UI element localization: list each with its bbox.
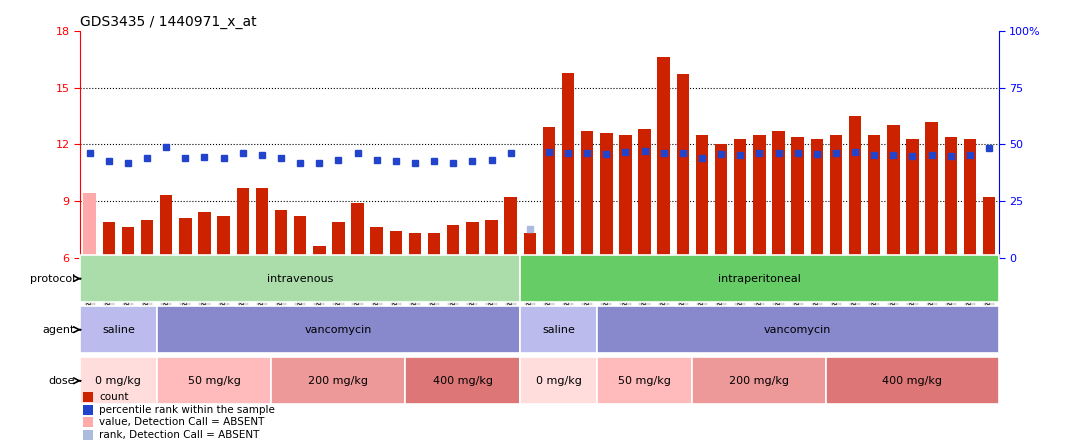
Bar (543, 127, 555, 258)
Bar (581, 131, 594, 258)
Bar (983, 197, 995, 258)
Bar (849, 116, 861, 258)
Text: vancomycin: vancomycin (764, 325, 831, 335)
Bar (714, 144, 727, 258)
Text: intraperitoneal: intraperitoneal (718, 274, 801, 284)
Bar (791, 137, 804, 258)
Bar (236, 188, 249, 258)
Bar (944, 137, 957, 258)
Bar (734, 139, 747, 258)
Bar (485, 220, 498, 258)
Bar (294, 216, 307, 258)
Bar (695, 135, 708, 258)
Bar (313, 246, 326, 258)
FancyBboxPatch shape (406, 357, 520, 404)
Bar (658, 58, 670, 258)
Text: 200 mg/kg: 200 mg/kg (729, 376, 789, 386)
FancyBboxPatch shape (520, 306, 597, 353)
Bar (523, 233, 536, 258)
FancyBboxPatch shape (520, 357, 597, 404)
Text: rank, Detection Call = ABSENT: rank, Detection Call = ABSENT (99, 430, 260, 440)
Bar (600, 133, 613, 258)
Text: 400 mg/kg: 400 mg/kg (882, 376, 942, 386)
Bar (639, 129, 650, 258)
FancyBboxPatch shape (271, 357, 406, 404)
FancyBboxPatch shape (597, 357, 692, 404)
Bar (888, 126, 899, 258)
FancyBboxPatch shape (80, 306, 157, 353)
Bar (562, 73, 575, 258)
Bar (753, 135, 766, 258)
Bar (925, 122, 938, 258)
Bar (868, 135, 880, 258)
Text: vancomycin: vancomycin (304, 325, 372, 335)
Bar (199, 212, 210, 258)
Bar (830, 135, 843, 258)
Bar (677, 75, 689, 258)
Bar (390, 231, 402, 258)
Bar (811, 139, 823, 258)
Text: dose: dose (48, 376, 75, 386)
Bar (103, 222, 115, 258)
Text: count: count (99, 392, 129, 402)
Bar (371, 227, 383, 258)
Text: agent: agent (43, 325, 75, 335)
Bar (351, 203, 364, 258)
Bar (179, 218, 191, 258)
Bar (772, 131, 785, 258)
FancyBboxPatch shape (692, 357, 827, 404)
Text: value, Detection Call = ABSENT: value, Detection Call = ABSENT (99, 417, 265, 427)
Bar (963, 139, 976, 258)
Text: 50 mg/kg: 50 mg/kg (188, 376, 240, 386)
Text: 400 mg/kg: 400 mg/kg (433, 376, 492, 386)
Text: saline: saline (101, 325, 135, 335)
Bar (409, 233, 421, 258)
Bar (447, 226, 459, 258)
FancyBboxPatch shape (80, 357, 157, 404)
Bar (141, 220, 154, 258)
FancyBboxPatch shape (520, 255, 999, 302)
FancyBboxPatch shape (597, 306, 999, 353)
FancyBboxPatch shape (827, 357, 999, 404)
FancyBboxPatch shape (157, 306, 520, 353)
Bar (255, 188, 268, 258)
Bar (160, 195, 172, 258)
Text: saline: saline (543, 325, 575, 335)
Bar (619, 135, 631, 258)
Text: GDS3435 / 1440971_x_at: GDS3435 / 1440971_x_at (80, 15, 256, 29)
Text: 200 mg/kg: 200 mg/kg (309, 376, 368, 386)
Bar (466, 222, 478, 258)
FancyBboxPatch shape (80, 255, 520, 302)
Text: 50 mg/kg: 50 mg/kg (618, 376, 671, 386)
FancyBboxPatch shape (157, 357, 271, 404)
Text: 0 mg/kg: 0 mg/kg (95, 376, 141, 386)
Bar (122, 227, 135, 258)
Bar (332, 222, 345, 258)
Text: percentile rank within the sample: percentile rank within the sample (99, 405, 276, 415)
Bar (907, 139, 918, 258)
Bar (83, 194, 96, 258)
Bar (428, 233, 440, 258)
Bar (274, 210, 287, 258)
Bar (504, 197, 517, 258)
Text: 0 mg/kg: 0 mg/kg (535, 376, 581, 386)
Bar (218, 216, 230, 258)
Text: protocol: protocol (30, 274, 75, 284)
Text: intravenous: intravenous (267, 274, 333, 284)
